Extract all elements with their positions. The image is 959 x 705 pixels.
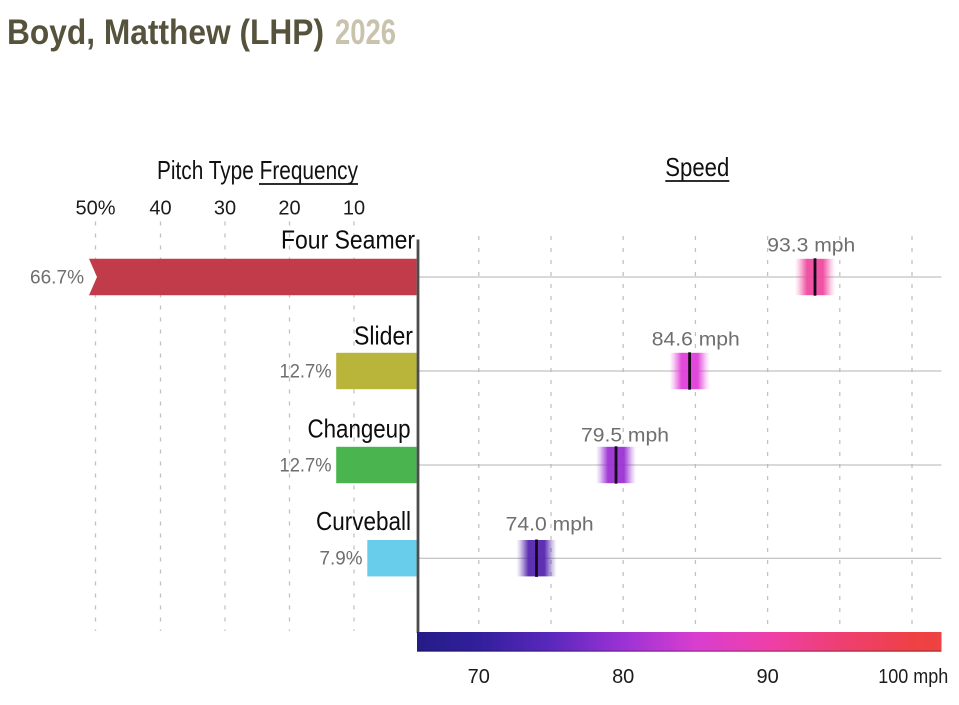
svg-text:20: 20 <box>278 198 300 220</box>
svg-text:12.7%: 12.7% <box>280 456 332 477</box>
svg-text:79.5 mph: 79.5 mph <box>581 426 669 447</box>
svg-text:93.3 mph: 93.3 mph <box>767 235 855 256</box>
svg-text:Four Seamer: Four Seamer <box>281 224 415 254</box>
svg-text:Speed: Speed <box>665 152 729 182</box>
svg-text:66.7%: 66.7% <box>30 268 84 289</box>
svg-text:74.0 mph: 74.0 mph <box>506 515 594 536</box>
svg-text:70: 70 <box>468 666 490 688</box>
svg-text:12.7%: 12.7% <box>280 362 332 383</box>
svg-text:Pitch Type Frequency: Pitch Type Frequency <box>157 155 358 185</box>
svg-text:100 mph: 100 mph <box>878 666 948 688</box>
svg-text:80: 80 <box>612 666 634 688</box>
svg-text:50%: 50% <box>75 198 115 220</box>
svg-text:7.9%: 7.9% <box>320 549 363 570</box>
svg-text:Boyd, Matthew (LHP): Boyd, Matthew (LHP) <box>7 13 324 52</box>
svg-text:2026: 2026 <box>335 13 396 52</box>
svg-text:84.6 mph: 84.6 mph <box>652 329 740 350</box>
svg-text:90: 90 <box>756 666 778 688</box>
svg-text:Changeup: Changeup <box>308 413 411 443</box>
svg-text:10: 10 <box>343 198 365 220</box>
svg-text:Curveball: Curveball <box>316 506 411 536</box>
svg-text:Slider: Slider <box>354 321 413 351</box>
svg-text:40: 40 <box>149 198 171 220</box>
svg-text:30: 30 <box>214 198 236 220</box>
